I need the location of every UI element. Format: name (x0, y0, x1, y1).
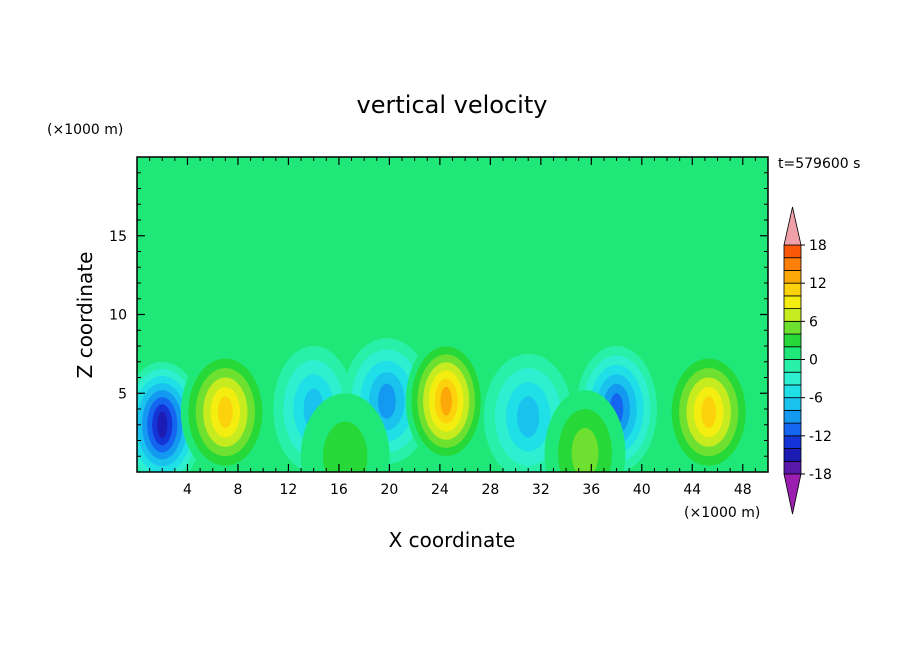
contour-band (323, 421, 368, 472)
x-tick-label: 24 (431, 482, 449, 498)
x-tick-label: 20 (380, 482, 398, 498)
x-tick-label: 12 (280, 482, 298, 498)
contour-band (571, 427, 599, 472)
y-tick-label: 10 (109, 308, 127, 324)
colorbar-box (783, 346, 802, 360)
field-cell (137, 361, 203, 472)
y-tick-label: 15 (109, 229, 127, 245)
contour-band (157, 411, 168, 439)
field-cell (300, 393, 390, 472)
x-axis-label: X coordinate (389, 528, 516, 552)
y-axis-label: Z coordinate (73, 252, 97, 379)
colorbar-tick-label: -12 (809, 429, 832, 445)
colorbar-box (783, 244, 802, 259)
field-cell (180, 349, 270, 472)
contour-band (440, 386, 452, 416)
colorbar-box (783, 333, 802, 348)
colorbar-tick-label: 12 (809, 276, 827, 292)
contour-band (701, 396, 717, 428)
colorbar-box (783, 435, 802, 449)
x-tick-label: 36 (582, 482, 600, 498)
colorbar-box (783, 295, 802, 310)
colorbar-box (783, 282, 802, 297)
field-cell (664, 349, 754, 472)
colorbar-box (783, 359, 802, 373)
field-cell (544, 390, 626, 472)
x-tick-label: 32 (532, 482, 550, 498)
contour-band (377, 383, 396, 419)
y-tick-label: 5 (118, 386, 127, 402)
colorbar-box (783, 320, 802, 335)
colorbar-box (783, 371, 802, 386)
contour-band (217, 396, 233, 428)
colorbar-box (783, 257, 802, 271)
colorbar-box (783, 397, 802, 411)
x-tick-label: 16 (330, 482, 348, 498)
colorbar-tick-label: -6 (809, 391, 823, 407)
colorbar-box (783, 308, 802, 322)
x-tick-label: 4 (183, 482, 192, 498)
colorbar-tick-label: 6 (809, 314, 818, 330)
colorbar-box (783, 422, 802, 437)
plot-area (137, 157, 768, 472)
colorbar-tick-label: -18 (809, 467, 832, 483)
chart-title: vertical velocity (357, 91, 548, 119)
colorbar-box (783, 384, 802, 399)
colorbar-box (783, 460, 802, 475)
x-tick-label: 44 (683, 482, 701, 498)
colorbar-bottom-arrow (783, 473, 802, 515)
colorbar-tick-label: 18 (809, 238, 827, 254)
x-axis: 4 8 12 16 20 24 28 32 36 40 44 48 (149, 157, 756, 498)
field-cell (405, 338, 487, 465)
contour-band (517, 396, 540, 438)
colorbar: 18 12 6 0 -6 -12 -18 (783, 206, 832, 515)
colorbar-tick-label: 0 (809, 353, 818, 369)
x-tick-label: 8 (233, 482, 242, 498)
contour-field (137, 157, 768, 472)
x-tick-label: 28 (481, 482, 499, 498)
y-axis: 5 10 15 (109, 172, 768, 457)
colorbar-box (783, 448, 802, 462)
colorbar-top-arrow (783, 206, 802, 246)
time-label: t=579600 s (778, 156, 860, 172)
x-tick-label: 48 (734, 482, 752, 498)
colorbar-box (783, 409, 802, 424)
y-unit-label: (×1000 m) (47, 122, 123, 138)
colorbar-box (783, 270, 802, 284)
x-unit-label: (×1000 m) (684, 505, 760, 521)
x-tick-label: 40 (633, 482, 651, 498)
